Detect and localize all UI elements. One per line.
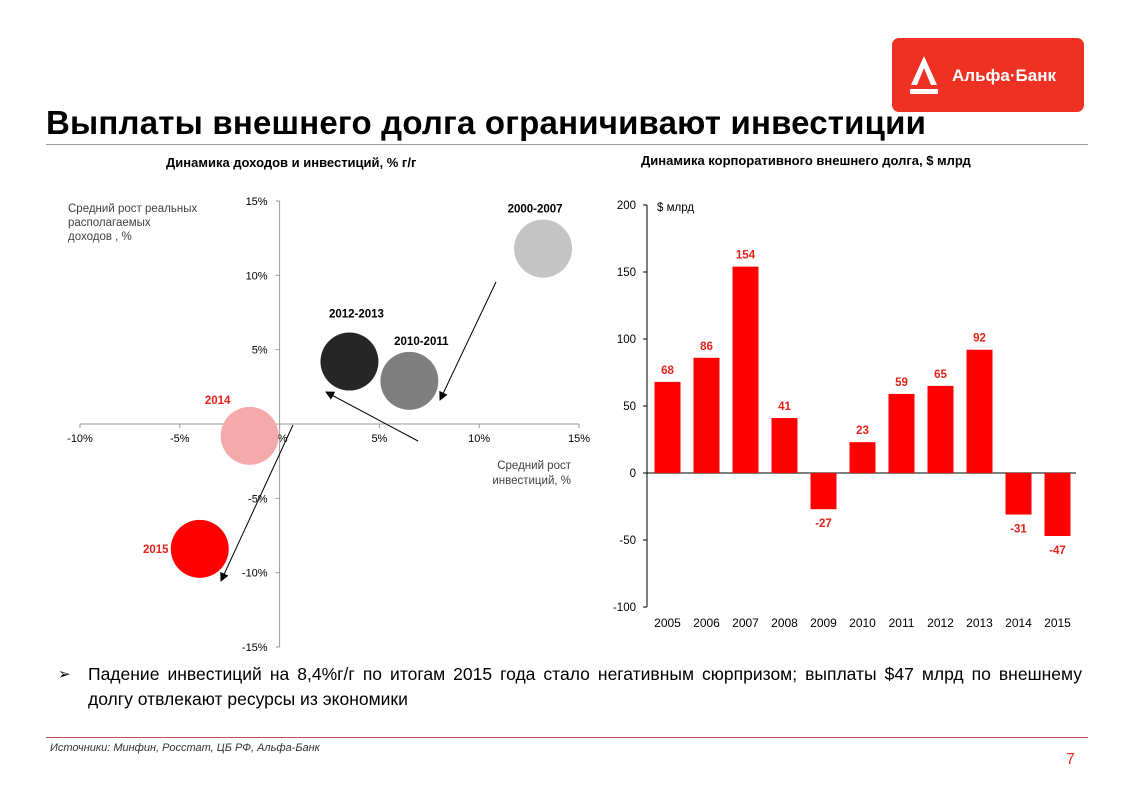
scatter-point	[220, 406, 279, 465]
bar-category-label: 2013	[966, 616, 993, 630]
bar-y-tick-label: 0	[630, 468, 636, 480]
bar-value-label: 86	[700, 341, 713, 353]
logo-text: Альфа·Банк	[952, 66, 1056, 85]
trend-arrow	[439, 281, 497, 401]
x-tick-label: 0%	[272, 433, 288, 445]
trend-arrow	[325, 391, 419, 442]
bar-category-label: 2009	[810, 616, 837, 630]
bar-category-label: 2011	[889, 616, 915, 630]
point-label: 2012-2013	[329, 309, 384, 321]
bar-y-tick-label: 200	[617, 200, 636, 212]
x-axis-title: Средний рост инвестиций, %	[492, 460, 571, 487]
y-tick-label: -15%	[242, 642, 268, 654]
page-number: 7	[1066, 751, 1075, 768]
x-tick-label: 10%	[468, 433, 490, 445]
trend-arrow	[220, 424, 294, 582]
bar-value-label: 41	[778, 401, 791, 413]
footer-divider	[46, 737, 1088, 738]
bar-value-label: 59	[895, 377, 908, 389]
bar	[771, 418, 798, 473]
bar	[966, 349, 993, 473]
bar	[927, 385, 954, 473]
bar-y-tick-label: -100	[613, 602, 636, 614]
scatter-point	[514, 219, 573, 278]
scatter-point	[380, 351, 439, 410]
bar	[654, 381, 681, 473]
scatter-chart-title: Динамика доходов и инвестиций, % г/г	[166, 155, 417, 170]
bar-value-label: 154	[736, 250, 756, 262]
bar-y-tick-label: -50	[619, 535, 636, 547]
bar	[1044, 473, 1071, 536]
y-tick-label: -5%	[248, 493, 268, 505]
point-label: 2014	[205, 395, 231, 407]
x-tick-label: -10%	[67, 433, 93, 445]
alfa-bank-logo: Альфа·Банк	[892, 38, 1084, 112]
x-tick-label: 5%	[371, 433, 387, 445]
bar	[1005, 473, 1032, 515]
bar-category-label: 2015	[1044, 616, 1071, 630]
bar-y-tick-label: 50	[623, 401, 636, 413]
bar-category-label: 2010	[849, 616, 876, 630]
sources-note: Источники: Минфин, Росстат, ЦБ РФ, Альфа…	[50, 742, 320, 754]
bar-value-label: -31	[1010, 524, 1027, 536]
y-tick-label: -10%	[242, 568, 268, 580]
x-tick-label: -5%	[170, 433, 190, 445]
bar-value-label: -47	[1049, 545, 1066, 557]
bar-category-label: 2008	[771, 616, 798, 630]
bar	[693, 357, 720, 473]
bar-y-tick-label: 150	[617, 267, 636, 279]
bullet-point: ➢ Падение инвестиций на 8,4%г/г по итога…	[58, 662, 1082, 712]
bar-category-label: 2014	[1005, 616, 1032, 630]
bar	[810, 473, 837, 510]
bar-category-label: 2006	[693, 616, 720, 630]
bar-value-label: 92	[973, 333, 986, 345]
y-tick-label: 10%	[246, 270, 268, 282]
point-label: 2000-2007	[508, 204, 563, 216]
point-label: 2015	[143, 544, 169, 556]
y-tick-label: 5%	[252, 345, 268, 357]
y-tick-label: 15%	[246, 196, 268, 208]
y-axis-title: Средний рост реальных располагаемых доходо…	[68, 203, 197, 243]
bar-value-label: 68	[661, 365, 674, 377]
y-tick-label: 0%	[252, 419, 268, 431]
scatter-point	[170, 519, 229, 578]
alfa-letter-icon	[910, 56, 938, 94]
x-tick-label: 15%	[568, 433, 590, 445]
title-divider	[46, 144, 1088, 145]
scatter-point	[320, 332, 379, 391]
bar	[732, 266, 759, 473]
bar	[888, 393, 915, 473]
bar	[849, 442, 876, 473]
bar-value-label: 23	[856, 425, 869, 437]
slide-title: Выплаты внешнего долга ограничивают инве…	[46, 104, 927, 141]
bar-category-label: 2005	[654, 616, 681, 630]
bar-chart-title: Динамика корпоративного внешнего долга, …	[641, 153, 971, 168]
bar-y-tick-label: 100	[617, 334, 636, 346]
bar-unit-label: $ млрд	[657, 202, 694, 214]
bullet-arrow-icon: ➢	[58, 666, 71, 683]
bar-value-label: -27	[815, 518, 832, 530]
bar-value-label: 65	[934, 369, 947, 381]
bar-category-label: 2012	[927, 616, 954, 630]
bar-category-label: 2007	[732, 616, 759, 630]
point-label: 2010-2011	[394, 336, 449, 348]
bullet-text: Падение инвестиций на 8,4%г/г по итогам …	[88, 664, 1082, 709]
